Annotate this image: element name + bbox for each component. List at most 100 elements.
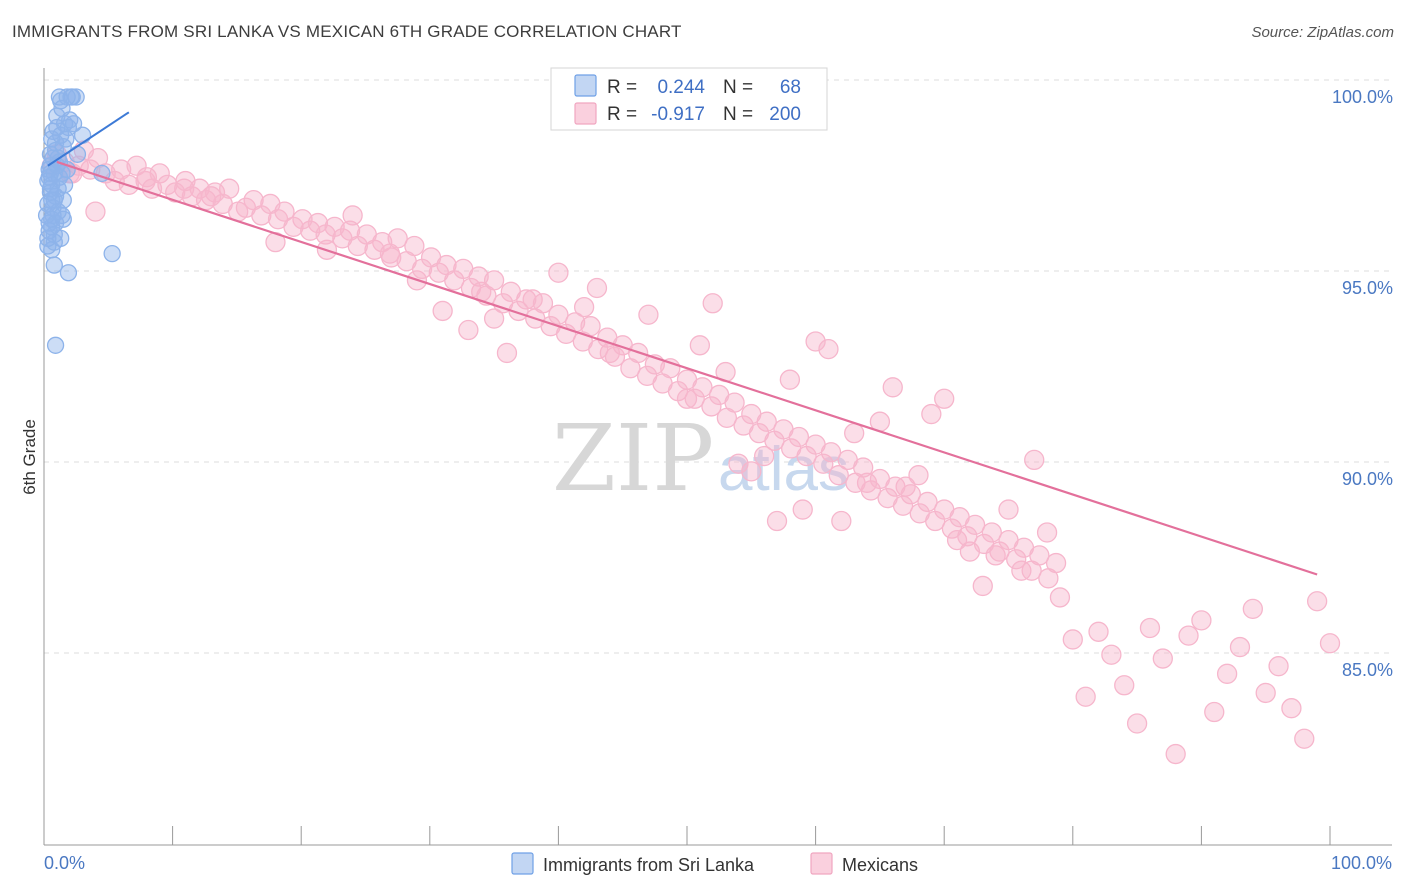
data-point (53, 206, 71, 225)
data-point (149, 163, 170, 184)
data-point (792, 499, 813, 520)
legend-r-value-mexicans: -0.917 (651, 104, 705, 125)
data-point (219, 178, 240, 199)
data-point (85, 201, 106, 222)
data-point (828, 465, 849, 486)
data-point (39, 229, 57, 247)
data-point (522, 289, 543, 310)
data-point (1126, 713, 1148, 734)
data-point (1229, 636, 1251, 658)
data-point (1242, 598, 1263, 620)
y-tick-label: 90.0% (1342, 469, 1393, 489)
data-point (201, 186, 222, 207)
data-point (1165, 743, 1186, 765)
data-point (175, 170, 196, 192)
bottom-legend: Immigrants from Sri Lanka Mexicans (511, 852, 918, 875)
data-point (103, 244, 121, 263)
data-point (1216, 663, 1238, 684)
data-point (532, 293, 554, 314)
bottom-legend-label-mexicans: Mexicans (842, 855, 918, 875)
data-point (676, 388, 698, 409)
data-point (300, 220, 321, 241)
data-point (307, 212, 329, 234)
data-point (813, 453, 834, 474)
data-point (1294, 728, 1315, 749)
data-point (1178, 625, 1199, 646)
data-point (174, 178, 195, 199)
data-point (1088, 621, 1109, 642)
data-point (917, 491, 938, 513)
data-point (981, 522, 1002, 543)
legend-swatch-mexicans (574, 102, 597, 125)
data-point (1024, 449, 1045, 471)
data-point (1062, 629, 1083, 650)
data-point (324, 216, 345, 238)
y-tick-label: 95.0% (1342, 278, 1393, 298)
data-point (728, 453, 749, 474)
data-point (342, 205, 363, 226)
data-point (573, 296, 595, 318)
data-point (458, 319, 479, 341)
data-point (483, 308, 505, 329)
data-point (1049, 587, 1071, 608)
x-axis-ticks (43, 826, 1331, 845)
data-point (959, 541, 981, 562)
data-point (52, 92, 70, 110)
data-point (692, 377, 713, 398)
data-point (381, 247, 402, 268)
data-point (548, 304, 569, 325)
data-point (946, 529, 968, 551)
data-point (779, 369, 801, 390)
data-point (1006, 549, 1027, 570)
data-point (684, 388, 705, 409)
y-tick-label: 85.0% (1342, 660, 1393, 680)
data-point (468, 266, 489, 287)
data-point (1139, 617, 1161, 639)
y-axis-title: 6th Grade (20, 419, 39, 495)
data-point (972, 575, 993, 597)
data-point (638, 304, 659, 325)
legend-r-label: R = (607, 104, 637, 125)
data-point (432, 300, 453, 322)
data-point (1045, 552, 1067, 574)
data-point (580, 316, 601, 337)
data-point (831, 510, 852, 532)
data-point (61, 111, 79, 129)
data-point (292, 209, 313, 230)
watermark-atlas: atlas (718, 435, 849, 504)
legend: R = 0.244 N = 68 R = -0.917 N = 200 (550, 67, 828, 131)
data-point (57, 130, 75, 148)
data-point (516, 289, 537, 310)
data-point (805, 331, 826, 352)
data-point (59, 264, 78, 282)
data-point (387, 228, 408, 249)
source-label: Source: ZipAtlas.com (1251, 24, 1394, 41)
legend-n-value-mexicans: 200 (769, 104, 801, 125)
data-point (1029, 545, 1050, 566)
data-point (1191, 610, 1212, 631)
data-point (766, 510, 788, 532)
data-point (1268, 656, 1289, 677)
data-point (882, 377, 903, 398)
data-point (126, 155, 147, 176)
data-point (43, 191, 61, 209)
trend-line-mexicans (56, 160, 1318, 576)
trend-lines (47, 111, 1318, 576)
legend-r-label: R = (607, 77, 637, 98)
bottom-legend-label-sri-lanka: Immigrants from Sri Lanka (543, 855, 755, 875)
data-point (364, 239, 385, 260)
data-point (136, 167, 158, 188)
data-point (1281, 698, 1302, 719)
data-point (1036, 522, 1058, 543)
data-point (844, 423, 865, 444)
data-point (68, 145, 87, 163)
data-point (741, 461, 762, 482)
trend-line-sri-lanka (47, 111, 130, 167)
y-tick-label: 100.0% (1332, 87, 1393, 107)
data-point (689, 335, 711, 356)
data-point (40, 214, 58, 232)
data-point (934, 388, 955, 409)
data-point (1152, 648, 1173, 669)
chart-title: IMMIGRANTS FROM SRI LANKA VS MEXICAN 6TH… (12, 22, 682, 41)
data-point (483, 270, 505, 291)
